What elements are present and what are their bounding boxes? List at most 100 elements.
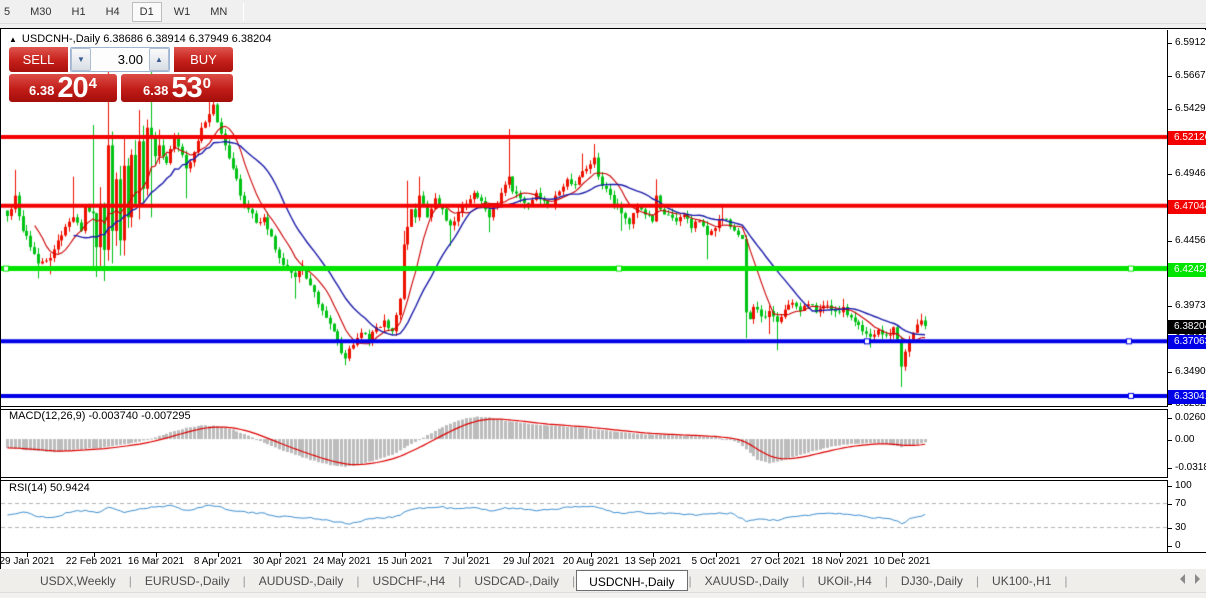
tab-separator: | bbox=[356, 573, 360, 588]
axis-tick-label: 0 bbox=[1175, 540, 1181, 551]
time-axis-label: 27 Oct 2021 bbox=[750, 556, 806, 567]
timeframe-toolbar: 5 M30 H1 H4 D1 W1 MN bbox=[0, 0, 1206, 24]
time-axis-label: 15 Jun 2021 bbox=[377, 556, 433, 567]
pane-divider[interactable] bbox=[1, 406, 1206, 410]
axis-tick-label: 6.56670 bbox=[1175, 70, 1206, 81]
volume-increase-icon[interactable]: ▲ bbox=[149, 48, 169, 71]
chart-tab-xauusd-daily[interactable]: XAUUSD-,Daily bbox=[704, 574, 789, 588]
chart-tab-eurusd-daily[interactable]: EURUSD-,Daily bbox=[144, 574, 230, 588]
time-axis-tick bbox=[529, 553, 530, 557]
tab-separator: | bbox=[801, 573, 805, 588]
level-price-label: 6.37063 bbox=[1168, 335, 1206, 349]
level-price-label: 6.47044 bbox=[1168, 200, 1206, 214]
axis-tick-label: 100 bbox=[1175, 480, 1192, 491]
macd-label: MACD(12,26,9) -0.003740 -0.007295 bbox=[9, 410, 191, 422]
chart-tab-dj30-daily[interactable]: DJ30-,Daily bbox=[900, 574, 963, 588]
chart-ohlc-values: 6.38686 6.38914 6.37949 6.38204 bbox=[103, 33, 272, 45]
chart-tab-usdcnh-daily[interactable]: USDCNH-,Daily bbox=[576, 570, 688, 591]
timeframe-button-m30[interactable]: M30 bbox=[30, 5, 52, 18]
axis-tick bbox=[1168, 306, 1172, 307]
chart-tab-audusd-daily[interactable]: AUDUSD-,Daily bbox=[258, 574, 344, 588]
tab-separator: | bbox=[1064, 573, 1068, 588]
time-axis-label: 30 Apr 2021 bbox=[253, 556, 307, 567]
time-axis-label: 22 Feb 2021 bbox=[65, 556, 123, 567]
axis-tick-label: 6.54290 bbox=[1175, 103, 1206, 114]
axis-tick-label: -0.03187 bbox=[1175, 462, 1206, 473]
axis-tick-label: 6.49460 bbox=[1175, 168, 1206, 179]
time-axis-tick bbox=[27, 553, 28, 557]
chart-tab-usdcad-daily[interactable]: USDCAD-,Daily bbox=[474, 574, 560, 588]
time-axis-label: 5 Oct 2021 bbox=[691, 556, 741, 567]
timeframe-button-mn[interactable]: MN bbox=[210, 5, 228, 18]
axis-tick bbox=[1168, 504, 1172, 505]
macd-indicator-canvas[interactable] bbox=[1, 410, 1167, 477]
volume-decrease-icon[interactable]: ▼ bbox=[71, 48, 91, 71]
status-strip bbox=[0, 592, 1206, 598]
time-axis-label: 16 Mar 2021 bbox=[127, 556, 185, 567]
timeframe-button-h1[interactable]: H1 bbox=[71, 5, 86, 18]
timeframe-button-h4[interactable]: H4 bbox=[105, 5, 120, 18]
tab-separator: | bbox=[572, 573, 576, 588]
axis-tick-label: 6.44560 bbox=[1175, 235, 1206, 246]
time-axis-tick bbox=[156, 553, 157, 557]
time-axis-tick bbox=[467, 553, 468, 557]
time-axis[interactable]: 29 Jan 2021 22 Feb 2021 16 Mar 2021 8 Apr 2… bbox=[0, 553, 1206, 569]
axis-tick bbox=[1168, 486, 1172, 487]
axis-tick bbox=[1168, 404, 1172, 405]
level-price-label: 6.42424 bbox=[1168, 263, 1206, 277]
time-axis-tick bbox=[591, 553, 592, 557]
time-axis-tick bbox=[405, 553, 406, 557]
time-axis-label: 20 Aug 2021 bbox=[562, 556, 620, 567]
axis-tick-label: 6.59120 bbox=[1175, 37, 1206, 48]
time-axis-tick bbox=[778, 553, 779, 557]
time-axis-label: 24 May 2021 bbox=[313, 556, 371, 567]
rsi-label: RSI(14) 50.9424 bbox=[9, 482, 90, 494]
volume-input[interactable]: 3.00 bbox=[117, 52, 143, 67]
time-axis-line bbox=[1, 552, 1206, 553]
chart-window: ▲ USDCNH-,Daily 6.38686 6.38914 6.37949 6… bbox=[0, 28, 1206, 569]
sell-price-big: 20 bbox=[57, 72, 88, 104]
tab-scroll-left-icon[interactable] bbox=[1180, 574, 1185, 584]
timeframe-button-5[interactable]: 5 bbox=[4, 5, 11, 18]
chart-tab-usdx-weekly[interactable]: USDX,Weekly bbox=[40, 574, 116, 588]
chart-tab-ukoil-h4[interactable]: UKOil-,H4 bbox=[817, 574, 872, 588]
chart-symbol-label: USDCNH-,Daily bbox=[21, 33, 101, 45]
axis-tick-label: 0.00 bbox=[1175, 434, 1195, 445]
axis-tick bbox=[1168, 468, 1172, 469]
tab-scroll-arrows bbox=[1180, 574, 1200, 584]
chart-tab-uk100-h1[interactable]: UK100-,H1 bbox=[992, 574, 1052, 588]
timeframe-button-d1[interactable]: D1 bbox=[131, 1, 162, 22]
sell-button[interactable]: SELL bbox=[9, 47, 68, 72]
price-axis-separator[interactable] bbox=[1167, 30, 1168, 552]
axis-tick bbox=[1168, 241, 1172, 242]
buy-button[interactable]: BUY bbox=[174, 47, 233, 72]
pane-divider[interactable] bbox=[1, 477, 1206, 481]
chart-tab-usdchf-h4[interactable]: USDCHF-,H4 bbox=[372, 574, 446, 588]
time-axis-label: 7 Jul 2021 bbox=[443, 556, 491, 567]
current-price-label: 6.38204 bbox=[1168, 320, 1206, 334]
time-axis-tick bbox=[653, 553, 654, 557]
sell-price-quote[interactable]: 6.38 20 4 bbox=[9, 72, 117, 104]
buy-price-quote[interactable]: 6.38 53 0 bbox=[121, 74, 233, 103]
axis-tick-label: 70 bbox=[1175, 498, 1187, 509]
timeframe-button-w1[interactable]: W1 bbox=[173, 5, 191, 18]
tab-separator: | bbox=[128, 573, 132, 588]
axis-tick bbox=[1168, 528, 1172, 529]
axis-tick bbox=[1168, 174, 1172, 175]
tab-scroll-right-icon[interactable] bbox=[1195, 574, 1200, 584]
chart-title: ▲ USDCNH-,Daily 6.38686 6.38914 6.37949 6… bbox=[9, 33, 271, 45]
collapse-triangle-icon[interactable]: ▲ bbox=[9, 35, 17, 44]
axis-tick-label: 6.39730 bbox=[1175, 300, 1206, 311]
time-axis-label: 29 Jul 2021 bbox=[503, 556, 555, 567]
time-axis-tick bbox=[94, 553, 95, 557]
volume-spinner: ▼ 3.00 ▲ bbox=[70, 47, 170, 72]
tab-separator: | bbox=[884, 573, 888, 588]
sell-price-small: 6.38 bbox=[29, 83, 55, 98]
rsi-indicator-canvas[interactable] bbox=[1, 481, 1167, 552]
time-axis-tick bbox=[840, 553, 841, 557]
price-axis[interactable]: 6.591206.566706.542906.518406.494606.470… bbox=[1168, 30, 1206, 552]
time-axis-label: 10 Dec 2021 bbox=[873, 556, 931, 567]
one-click-trading-panel: SELL ▼ 3.00 ▲ BUY 6.38 20 4 6.38 53 0 bbox=[9, 47, 233, 104]
